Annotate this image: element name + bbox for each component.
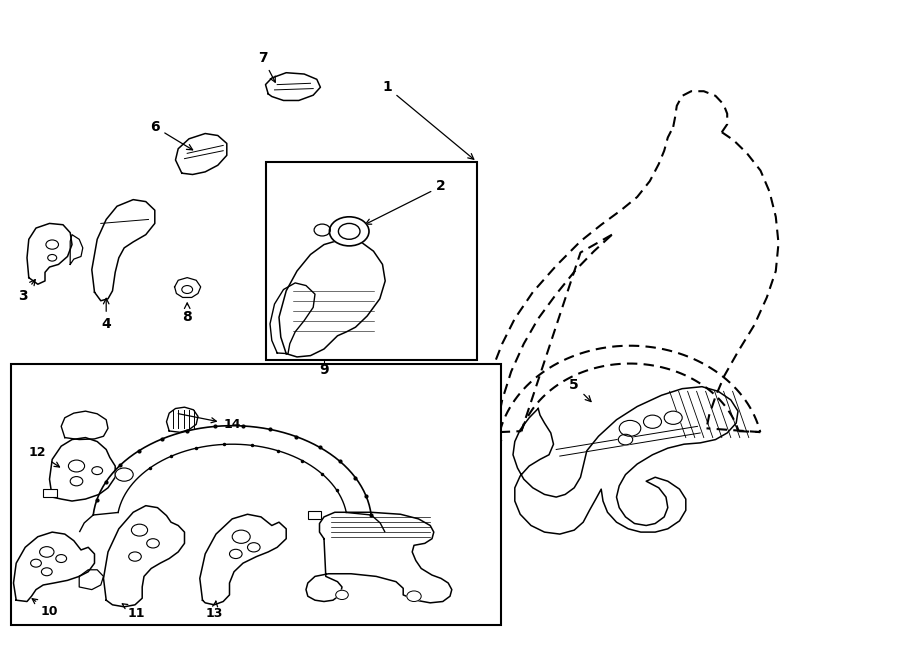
Circle shape (644, 415, 662, 428)
Circle shape (338, 223, 360, 239)
Polygon shape (50, 438, 115, 501)
Circle shape (46, 240, 58, 249)
Polygon shape (270, 283, 315, 354)
Text: 4: 4 (102, 298, 111, 331)
Circle shape (70, 477, 83, 486)
Polygon shape (176, 134, 227, 175)
Circle shape (314, 224, 330, 236)
Circle shape (232, 530, 250, 543)
Text: 3: 3 (18, 280, 35, 303)
Circle shape (131, 524, 148, 536)
Circle shape (41, 568, 52, 576)
Text: 12: 12 (29, 446, 59, 467)
Circle shape (336, 590, 348, 600)
Circle shape (129, 552, 141, 561)
Polygon shape (175, 278, 201, 297)
Text: 9: 9 (320, 363, 328, 377)
Text: 2: 2 (365, 179, 446, 224)
Polygon shape (266, 73, 320, 100)
Polygon shape (104, 506, 184, 607)
Text: 14: 14 (178, 414, 240, 431)
Text: 10: 10 (32, 599, 58, 618)
Circle shape (56, 555, 67, 563)
Polygon shape (279, 239, 385, 357)
Polygon shape (306, 512, 452, 603)
Circle shape (40, 547, 54, 557)
Text: 8: 8 (183, 303, 192, 325)
Text: 6: 6 (150, 120, 193, 150)
Circle shape (664, 411, 682, 424)
Circle shape (182, 286, 193, 293)
Text: 1: 1 (382, 80, 473, 159)
Circle shape (147, 539, 159, 548)
Text: 5: 5 (570, 377, 591, 402)
Bar (11, 364, 501, 625)
Bar (308, 511, 321, 519)
Polygon shape (14, 532, 94, 602)
Circle shape (329, 217, 369, 246)
Circle shape (248, 543, 260, 552)
Bar (43, 489, 57, 497)
Circle shape (48, 254, 57, 261)
Circle shape (230, 549, 242, 559)
Circle shape (407, 591, 421, 602)
Circle shape (92, 467, 103, 475)
Polygon shape (27, 223, 72, 284)
Polygon shape (200, 514, 286, 605)
Text: 11: 11 (122, 603, 146, 620)
Circle shape (68, 460, 85, 472)
Polygon shape (166, 407, 198, 432)
Circle shape (31, 559, 41, 567)
Polygon shape (513, 387, 738, 534)
Bar (266, 162, 477, 360)
Circle shape (618, 434, 633, 445)
Polygon shape (61, 411, 108, 440)
Text: 7: 7 (258, 51, 275, 82)
Polygon shape (92, 200, 155, 301)
Circle shape (115, 468, 133, 481)
Circle shape (619, 420, 641, 436)
Text: 13: 13 (205, 601, 223, 620)
